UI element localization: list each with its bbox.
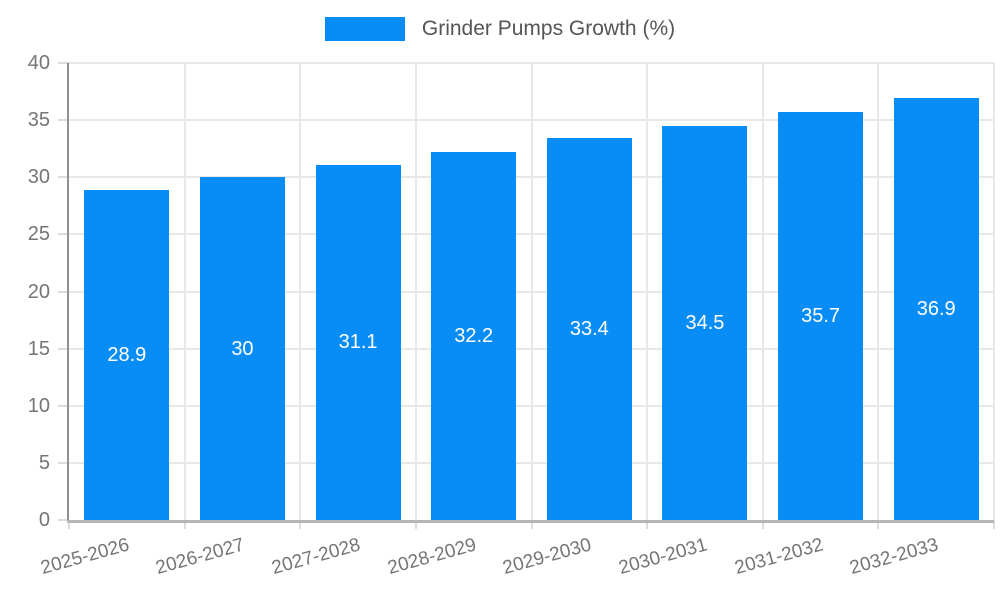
y-axis-line (67, 63, 69, 523)
y-axis-tick (58, 176, 69, 179)
bar[interactable]: 36.9 (893, 98, 979, 520)
y-axis-tick-label: 30 (27, 166, 50, 189)
x-axis-tick (993, 520, 995, 529)
legend-color-swatch[interactable] (324, 17, 405, 41)
bar-value-label: 31.1 (338, 331, 378, 354)
bar[interactable]: 28.9 (84, 189, 170, 520)
x-axis-line (67, 520, 994, 523)
x-gridline (414, 63, 417, 520)
y-axis-tick (58, 519, 69, 521)
y-axis-tick (58, 290, 69, 293)
legend[interactable]: Grinder Pumps Growth (%) (0, 17, 1000, 41)
y-axis-tick-label: 10 (27, 394, 50, 417)
bar-value-label: 32.2 (454, 325, 494, 348)
x-axis-tick (877, 520, 880, 529)
bar-value-label: 36.9 (916, 298, 956, 321)
legend-series-label[interactable]: Grinder Pumps Growth (%) (421, 17, 676, 40)
y-axis-tick (58, 404, 69, 407)
x-gridline (646, 63, 649, 520)
y-axis-tick-label: 5 (38, 451, 50, 474)
x-gridline (761, 63, 764, 520)
x-axis-tick (530, 520, 533, 529)
bar[interactable]: 33.4 (546, 138, 632, 520)
x-gridline (993, 63, 995, 520)
x-gridline (183, 63, 186, 520)
bar-value-label: 30 (231, 337, 254, 360)
x-axis-tick (414, 520, 417, 529)
x-axis-tick (761, 520, 764, 529)
y-axis-tick (58, 233, 69, 236)
x-gridline (530, 63, 533, 520)
x-axis-tick (299, 520, 302, 529)
y-axis-tick-label: 40 (27, 52, 50, 74)
y-axis-tick-label: 35 (27, 109, 50, 132)
bar[interactable]: 31.1 (315, 164, 401, 520)
y-axis-tick (58, 461, 69, 464)
bar-value-label: 35.7 (801, 305, 841, 328)
bar-value-label: 28.9 (107, 343, 147, 366)
bar-value-label: 33.4 (569, 318, 609, 341)
x-axis-tick (183, 520, 186, 529)
bar[interactable]: 35.7 (778, 112, 864, 520)
bar[interactable]: 34.5 (662, 125, 748, 520)
bar[interactable]: 32.2 (431, 152, 517, 520)
y-axis-tick-label: 15 (27, 337, 50, 360)
y-axis-tick-label: 25 (27, 223, 50, 246)
x-axis-tick (646, 520, 649, 529)
y-axis-tick-label: 20 (27, 280, 50, 303)
x-gridline (877, 63, 880, 520)
bar[interactable]: 30 (199, 177, 285, 520)
y-axis-tick (58, 62, 69, 64)
y-axis-tick (58, 347, 69, 350)
bar-value-label: 34.5 (685, 311, 725, 334)
x-axis-tick (68, 520, 70, 529)
x-gridline (299, 63, 302, 520)
y-axis-tick-label: 0 (38, 509, 50, 531)
y-axis-tick (58, 119, 69, 122)
